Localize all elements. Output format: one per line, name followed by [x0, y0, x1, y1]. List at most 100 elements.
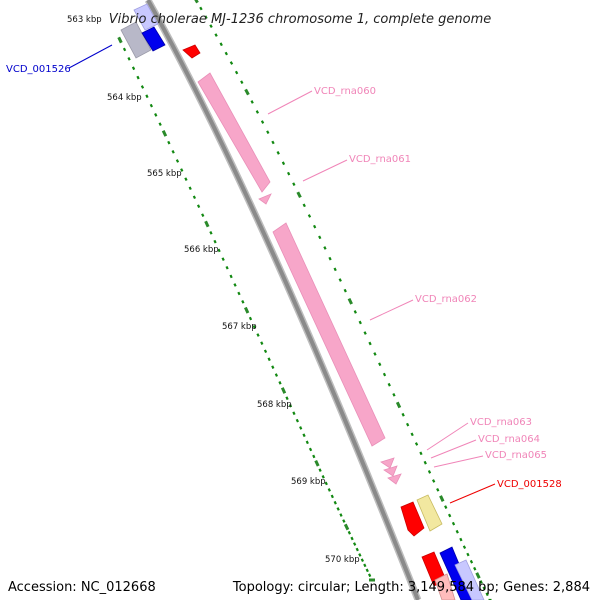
inner-ring-minor-tick [318, 468, 322, 472]
inner-ring-minor-tick [252, 325, 256, 329]
inner-ring-major-tick [204, 220, 210, 228]
outer-ring-minor-tick [444, 505, 448, 509]
inner-ring-minor-tick [229, 274, 233, 279]
inner-ring-minor-tick [295, 418, 299, 423]
outer-ring-minor-tick [392, 393, 396, 397]
outer-ring-minor-tick [287, 171, 291, 176]
inner-ring-minor-tick [358, 553, 362, 557]
outer-ring-minor-tick [224, 51, 228, 56]
backbone-shadow [144, 0, 422, 600]
leader-line-vcd-001526 [68, 44, 113, 69]
inner-ring-minor-tick [140, 85, 145, 89]
outer-ring-minor-tick [199, 6, 203, 11]
outer-ring-minor-tick [401, 412, 405, 417]
inner-ring-minor-tick [363, 563, 367, 568]
inner-ring-minor-tick [302, 433, 306, 438]
feature-vcd-rna061[interactable] [258, 193, 272, 205]
inner-ring-minor-tick [221, 257, 225, 261]
leader-line-vcd-rna060 [267, 90, 313, 115]
outer-ring-minor-tick [353, 310, 357, 314]
leader-line-layer [68, 44, 496, 504]
inner-ring-minor-tick [347, 530, 351, 535]
outer-ring-minor-tick [414, 442, 419, 446]
outer-ring-major-tick [439, 495, 445, 502]
inner-ring-minor-tick [233, 283, 237, 287]
scale-label: 563 kbp [67, 15, 102, 25]
outer-ring-major-tick [395, 401, 402, 409]
feature-label-vcd-rna063[interactable]: VCD_rna063 [470, 417, 532, 428]
feature-label-vcd-rna064[interactable]: VCD_rna064 [478, 434, 540, 445]
inner-ring-minor-tick [278, 381, 282, 385]
outer-ring-minor-tick [423, 460, 427, 465]
inner-ring-minor-tick [365, 568, 369, 573]
outer-ring-minor-tick [214, 33, 218, 37]
inner-ring-minor-tick [196, 204, 201, 209]
outer-ring-minor-tick [328, 256, 332, 261]
outer-ring-minor-tick [204, 15, 208, 20]
label-layer: 563 kbp 564 kbp 565 kbp 566 kbp 567 kbp 568 k… [6, 15, 562, 565]
scale-label: 570 kbp [325, 555, 360, 565]
feature-label-vcd-001526[interactable]: VCD_001526 [6, 64, 71, 75]
inner-ring-minor-tick [342, 519, 346, 523]
feature-yellow-block[interactable] [416, 494, 443, 532]
feature-vcd-rna065[interactable] [387, 473, 402, 485]
outer-ring-major-tick [475, 572, 481, 579]
outer-ring-minor-tick [323, 246, 327, 250]
scale-label: 569 kbp [291, 477, 326, 487]
inner-ring-minor-tick [271, 365, 275, 369]
feature-vcd-rna060[interactable] [197, 72, 271, 193]
outer-ring-major-tick [244, 88, 250, 96]
feature-blue-cds[interactable] [141, 26, 166, 52]
feature-vcd-rna064[interactable] [383, 465, 398, 477]
feature-pale-blue-bottom[interactable] [454, 559, 485, 600]
outer-ring-minor-tick [462, 545, 467, 549]
scale-label: 565 kbp [147, 169, 182, 179]
outer-ring-minor-tick [387, 382, 391, 387]
inner-ring-minor-tick [184, 177, 188, 181]
map-title: Vibrio cholerae MJ-1236 chromosome 1, co… [109, 12, 491, 27]
leader-line-vcd-rna064 [430, 439, 477, 459]
inner-ring-minor-tick [355, 547, 359, 552]
outer-ring-minor-tick [219, 42, 223, 47]
outer-ring-minor-tick [260, 120, 265, 124]
outer-ring-minor-tick [427, 470, 432, 474]
feature-label-vcd-rna062[interactable]: VCD_rna062 [415, 294, 477, 305]
inner-ring-minor-tick [131, 66, 136, 71]
inner-ring-minor-tick [312, 454, 316, 459]
inner-ring-minor-tick [336, 507, 340, 511]
feature-red-cds-small[interactable] [182, 44, 201, 59]
feature-pink-cds-bottom[interactable] [434, 573, 456, 600]
backbone-layer [144, 0, 422, 600]
inner-ring-minor-tick [192, 195, 197, 200]
inner-ring-major-tick [280, 387, 287, 394]
scale-label: 567 kbp [222, 322, 257, 332]
feature-label-vcd-rna060[interactable]: VCD_rna060 [314, 86, 376, 97]
feature-layer [120, 3, 485, 600]
inner-ring-minor-tick [154, 113, 158, 117]
feature-label-vcd-rna065[interactable]: VCD_rna065 [485, 450, 547, 461]
outer-ring-minor-tick [333, 267, 337, 272]
outer-ring-minor-tick [209, 24, 213, 28]
inner-ring-minor-tick [201, 213, 205, 217]
feature-label-vcd-001528[interactable]: VCD_001528 [497, 479, 562, 490]
feature-vcd-rna062[interactable] [272, 222, 386, 447]
leader-line-vcd-rna063 [426, 422, 469, 451]
inner-ring-minor-tick [339, 513, 343, 517]
outer-ring-minor-tick [229, 61, 234, 65]
feature-label-vcd-rna061[interactable]: VCD_rna061 [349, 154, 411, 165]
inner-ring-minor-tick [237, 291, 241, 296]
outer-ring-minor-tick [368, 341, 372, 346]
feature-vcd-rna063[interactable] [380, 457, 395, 469]
outer-ring-minor-tick [451, 521, 456, 526]
outer-ring-minor-tick [363, 331, 367, 335]
inner-ring-minor-tick [350, 536, 354, 541]
feature-pale-blue-block[interactable] [133, 3, 159, 31]
inner-ring-major-tick [343, 523, 350, 531]
feature-red-cds-lower[interactable] [400, 501, 425, 537]
outer-ring-minor-tick [338, 278, 342, 282]
inner-ring-minor-tick [299, 426, 303, 430]
feature-vcd-001526[interactable] [120, 21, 152, 59]
inner-ring-minor-tick [292, 411, 296, 416]
